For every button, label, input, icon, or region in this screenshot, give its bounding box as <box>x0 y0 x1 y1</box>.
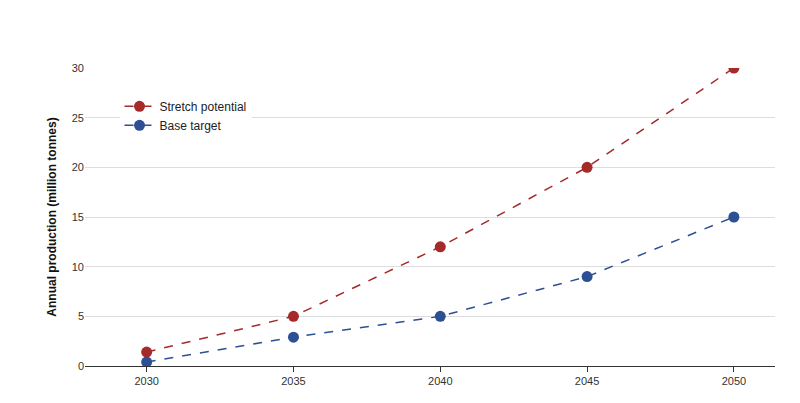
svg-text:10: 10 <box>72 261 84 273</box>
svg-text:Stretch potential: Stretch potential <box>160 100 247 114</box>
svg-text:2045: 2045 <box>575 375 599 387</box>
svg-text:Annual production (million ton: Annual production (million tonnes) <box>45 117 59 316</box>
svg-text:5: 5 <box>78 310 84 322</box>
svg-text:2050: 2050 <box>722 375 746 387</box>
svg-text:2030: 2030 <box>134 375 158 387</box>
svg-text:2040: 2040 <box>428 375 452 387</box>
svg-text:20: 20 <box>72 161 84 173</box>
svg-text:2035: 2035 <box>281 375 305 387</box>
svg-text:0: 0 <box>78 360 84 372</box>
svg-text:30: 30 <box>72 62 84 74</box>
svg-text:Base target: Base target <box>160 119 222 133</box>
svg-text:25: 25 <box>72 112 84 124</box>
svg-text:15: 15 <box>72 211 84 223</box>
